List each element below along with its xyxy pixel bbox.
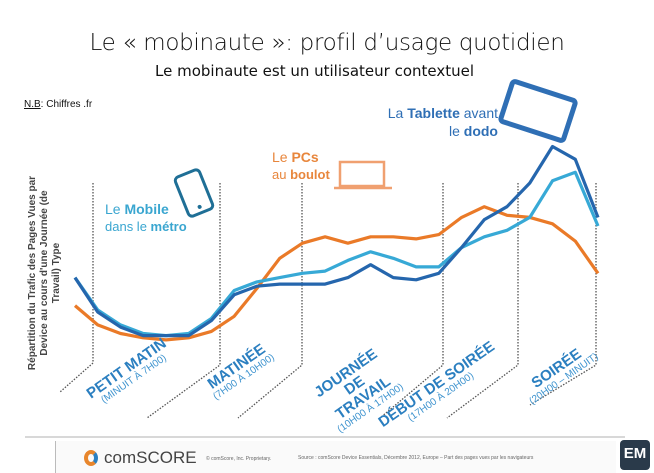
laptop-icon [334, 160, 392, 190]
period-divider [446, 183, 519, 419]
slide-subtitle: Le mobinaute est un utilisateur contextu… [155, 62, 475, 80]
period-divider [59, 183, 94, 393]
period-divider [146, 183, 221, 419]
note: N.B: Chiffres .fr [24, 99, 92, 110]
series-line-mobile [73, 170, 600, 338]
tablet-annotation: La Tablette avant le dodo [387, 105, 498, 139]
source: Source : comScore Device Essentials, Déc… [298, 455, 534, 461]
brand: comSCORE [104, 448, 197, 467]
note-label: N.B [24, 99, 41, 110]
em-logo: EM [620, 440, 650, 470]
note-text: : Chiffres .fr [40, 99, 93, 110]
smartphone-icon [173, 168, 215, 218]
copyright: © comScore, Inc. Proprietary. [206, 456, 272, 462]
series-line-tablette [73, 144, 600, 338]
pc-annotation: Le PCs au boulot [272, 149, 330, 182]
series-line-pc [73, 205, 600, 342]
period-divider [529, 183, 597, 406]
period-divider [379, 183, 444, 419]
comscore-logo-icon [84, 450, 98, 466]
tablet-icon [498, 79, 578, 143]
footer: comSCORE © comScore, Inc. Proprietary. S… [55, 441, 616, 473]
slide-title: Le « mobinaute »: profil d’usage quotidi… [89, 30, 565, 56]
mobile-annotation: Le Mobile dans le métro [105, 201, 187, 234]
